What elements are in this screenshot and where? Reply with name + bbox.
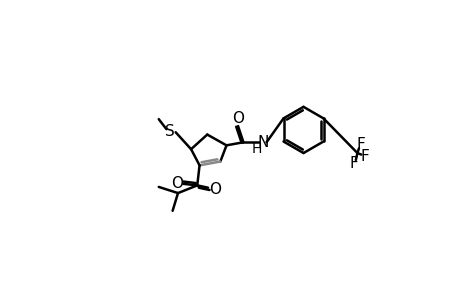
Text: O: O [171, 176, 183, 190]
Text: N: N [257, 135, 268, 150]
Text: F: F [349, 156, 358, 171]
Text: F: F [355, 137, 364, 152]
Text: F: F [360, 148, 369, 164]
Text: S: S [164, 124, 174, 139]
Text: H: H [251, 142, 261, 156]
Text: O: O [208, 182, 220, 197]
Text: O: O [231, 111, 244, 126]
